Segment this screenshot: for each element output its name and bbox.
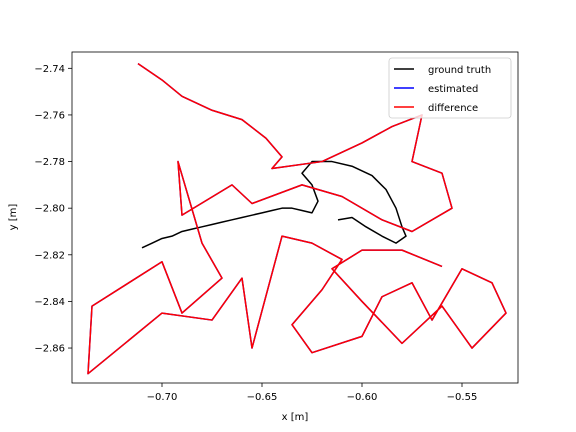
ticks-layer: −0.70 −0.65 −0.60 −0.55 −2.74 −2.76 −2.78 −2.80…: [34, 64, 477, 403]
series-line-difference: [87, 63, 507, 375]
x-tick-label: −0.65: [247, 392, 278, 403]
legend-label-estimated: estimated: [428, 84, 478, 95]
plot-frame: [71, 51, 519, 384]
x-tick-label: −0.55: [447, 392, 478, 403]
y-tick-label: −2.86: [34, 344, 65, 355]
y-axis-label: y [m]: [8, 204, 19, 231]
y-tick-label: −2.76: [34, 110, 65, 121]
legend-box: [388, 57, 512, 119]
y-tick-label: −2.82: [34, 250, 65, 261]
legend-label-difference: difference: [428, 103, 478, 114]
series-layer: [87, 63, 507, 375]
legend: ground truth estimated difference: [388, 57, 512, 119]
x-tick-label: −0.60: [347, 392, 378, 403]
y-tick-label: −2.80: [34, 204, 65, 215]
y-tick-label: −2.84: [34, 297, 65, 308]
x-axis-label: x [m]: [282, 412, 309, 423]
y-tick-label: −2.78: [34, 157, 65, 168]
y-tick-label: −2.74: [34, 64, 65, 75]
legend-label-ground-truth: ground truth: [428, 65, 491, 76]
x-tick-label: −0.70: [147, 392, 178, 403]
